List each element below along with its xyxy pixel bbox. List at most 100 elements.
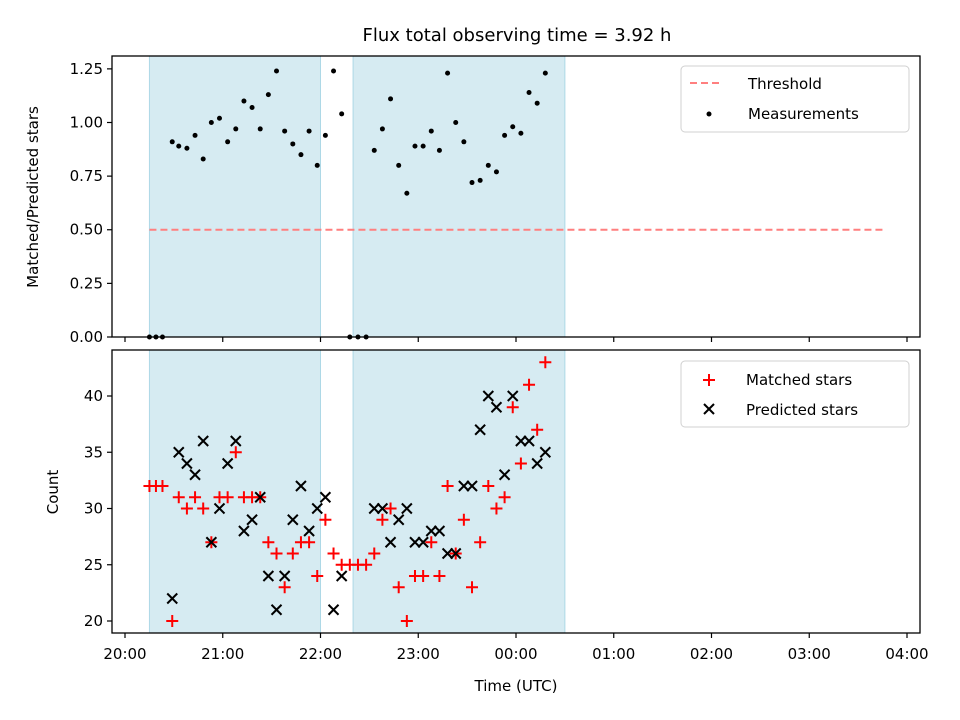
bottom-series-1-point-40 bbox=[515, 435, 527, 447]
bottom-series-0-point-45 bbox=[506, 401, 519, 414]
top-series-0-point-13 bbox=[249, 104, 255, 110]
bottom-series-0-point-3 bbox=[166, 615, 179, 627]
bottom-series-1-point-26 bbox=[401, 502, 413, 515]
bottom-ticks: 20 25 30 35 40 20:00 21:00 22:00 23:00 00:00 01:00… bbox=[84, 387, 929, 663]
top-series-0-point-31 bbox=[396, 162, 402, 168]
bottom-series-0-point-40 bbox=[466, 581, 479, 594]
bottom-series-1-point-10 bbox=[246, 514, 258, 526]
bottom-series-0-point-28 bbox=[368, 547, 381, 560]
top-series-0-point-10 bbox=[225, 139, 231, 145]
top-y-axis-label: Matched/Predicted stars bbox=[24, 106, 42, 288]
bottom-plot-layer bbox=[143, 349, 566, 634]
bottom-series-1-point-12 bbox=[262, 570, 275, 582]
top-legend-box bbox=[680, 65, 910, 133]
bottom-series-1-point-27 bbox=[409, 536, 421, 548]
legend-matched-swatch bbox=[703, 374, 715, 386]
bottom-series-0-point-27 bbox=[360, 558, 373, 571]
top-ticks: 0.00 0.25 0.50 0.75 1.00 1.25 bbox=[70, 60, 908, 346]
bottom-series-1-point-35 bbox=[474, 424, 486, 436]
top-shaded-interval-1 bbox=[352, 55, 566, 338]
bottom-ytick-label-0: 20 bbox=[84, 612, 103, 630]
bottom-series-1-point-21 bbox=[335, 570, 348, 582]
top-series-0-point-30 bbox=[388, 96, 394, 102]
bottom-panel: 20 25 30 35 40 20:00 21:00 22:00 23:00 00:00 01:00… bbox=[44, 349, 929, 695]
bottom-series-1-point-24 bbox=[384, 536, 397, 548]
legend-predicted-swatch bbox=[703, 403, 715, 415]
bottom-series-0-point-37 bbox=[441, 480, 454, 492]
top-series-0-point-37 bbox=[445, 70, 451, 76]
top-ytick-label-0: 0.00 bbox=[70, 328, 103, 346]
bottom-series-1-point-5 bbox=[205, 536, 218, 548]
top-series-0-point-20 bbox=[306, 128, 312, 134]
bottom-series-0-point-11 bbox=[229, 446, 242, 459]
bottom-xtick-label-0: 20:00 bbox=[103, 645, 146, 663]
top-series-0-point-39 bbox=[461, 139, 467, 145]
top-series-0-point-15 bbox=[265, 92, 271, 98]
bottom-series-1-point-20 bbox=[327, 604, 340, 616]
top-legend: Threshold Measurements bbox=[680, 65, 910, 133]
top-series-0-point-4 bbox=[176, 143, 182, 149]
top-series-0-point-3 bbox=[169, 139, 175, 145]
top-ytick-label-2: 0.50 bbox=[70, 221, 103, 239]
top-series-0-point-45 bbox=[510, 124, 516, 130]
bottom-series-1-point-17 bbox=[303, 525, 315, 537]
top-series-0-point-33 bbox=[412, 143, 418, 149]
bottom-series-1-point-42 bbox=[531, 457, 543, 470]
bottom-xtick-label-4: 00:00 bbox=[494, 645, 537, 663]
top-series-0-point-34 bbox=[420, 143, 426, 149]
bottom-series-0-point-46 bbox=[514, 457, 527, 470]
bottom-series-0-point-32 bbox=[400, 615, 413, 627]
top-series-0-point-35 bbox=[428, 128, 434, 134]
top-plot-layer bbox=[146, 55, 883, 340]
bottom-series-0-point-36 bbox=[433, 570, 446, 582]
top-ytick-label-4: 1.00 bbox=[70, 113, 103, 131]
bottom-series-0-point-23 bbox=[327, 547, 340, 560]
bottom-series-1-point-38 bbox=[498, 469, 511, 481]
top-series-0-point-43 bbox=[493, 169, 499, 175]
top-series-0-point-40 bbox=[469, 180, 475, 186]
bottom-series-0-point-35 bbox=[425, 536, 438, 549]
top-series-0-point-6 bbox=[192, 132, 198, 138]
top-series-0-point-48 bbox=[534, 100, 540, 106]
bottom-series-0-point-44 bbox=[498, 491, 511, 504]
bottom-series-0-point-10 bbox=[221, 491, 234, 504]
bottom-series-1-point-1 bbox=[173, 446, 185, 458]
bottom-series-1-point-23 bbox=[376, 502, 389, 515]
bottom-series-0-point-22 bbox=[319, 513, 332, 526]
bottom-xtick-label-2: 22:00 bbox=[299, 645, 342, 663]
bottom-series-0-point-42 bbox=[482, 480, 495, 492]
top-series-0-point-42 bbox=[485, 162, 491, 168]
top-series-0-point-9 bbox=[216, 115, 222, 121]
top-series-0-point-29 bbox=[379, 126, 385, 132]
top-ytick-label-5: 1.25 bbox=[70, 60, 103, 78]
bottom-series-1-point-22 bbox=[368, 502, 380, 515]
bottom-ytick-label-3: 35 bbox=[84, 443, 103, 461]
bottom-xtick-label-7: 03:00 bbox=[788, 645, 831, 663]
bottom-series-0-point-20 bbox=[303, 536, 316, 549]
bottom-series-1-point-3 bbox=[189, 469, 201, 481]
bottom-xtick-label-6: 02:00 bbox=[690, 645, 733, 663]
top-ytick-label-1: 0.25 bbox=[70, 274, 103, 292]
bottom-xtick-label-8: 04:00 bbox=[885, 645, 928, 663]
top-series-0-point-44 bbox=[502, 132, 508, 138]
bottom-series-1-point-25 bbox=[392, 514, 405, 526]
bottom-series-0-point-31 bbox=[392, 581, 405, 594]
bottom-series-1-point-2 bbox=[181, 457, 193, 470]
bottom-series-1-point-16 bbox=[295, 480, 307, 492]
bottom-series-1-point-43 bbox=[539, 446, 552, 458]
bottom-series-1-point-39 bbox=[507, 390, 519, 402]
bottom-series-0-point-18 bbox=[286, 547, 299, 560]
top-series-0-point-23 bbox=[331, 68, 337, 74]
bottom-series-0-point-34 bbox=[417, 570, 430, 582]
bottom-series-0-point-48 bbox=[531, 423, 544, 436]
top-series-0-point-19 bbox=[298, 152, 304, 158]
top-series-0-point-36 bbox=[436, 147, 442, 153]
bottom-series-1-point-32 bbox=[450, 547, 462, 560]
bottom-series-1-point-8 bbox=[230, 435, 242, 447]
bottom-ytick-label-4: 40 bbox=[84, 387, 103, 405]
bottom-xtick-label-1: 21:00 bbox=[201, 645, 244, 663]
top-chart-title: Flux total observing time = 3.92 h bbox=[363, 25, 672, 46]
top-series-0-point-38 bbox=[453, 119, 459, 125]
top-series-0-point-5 bbox=[184, 145, 190, 151]
